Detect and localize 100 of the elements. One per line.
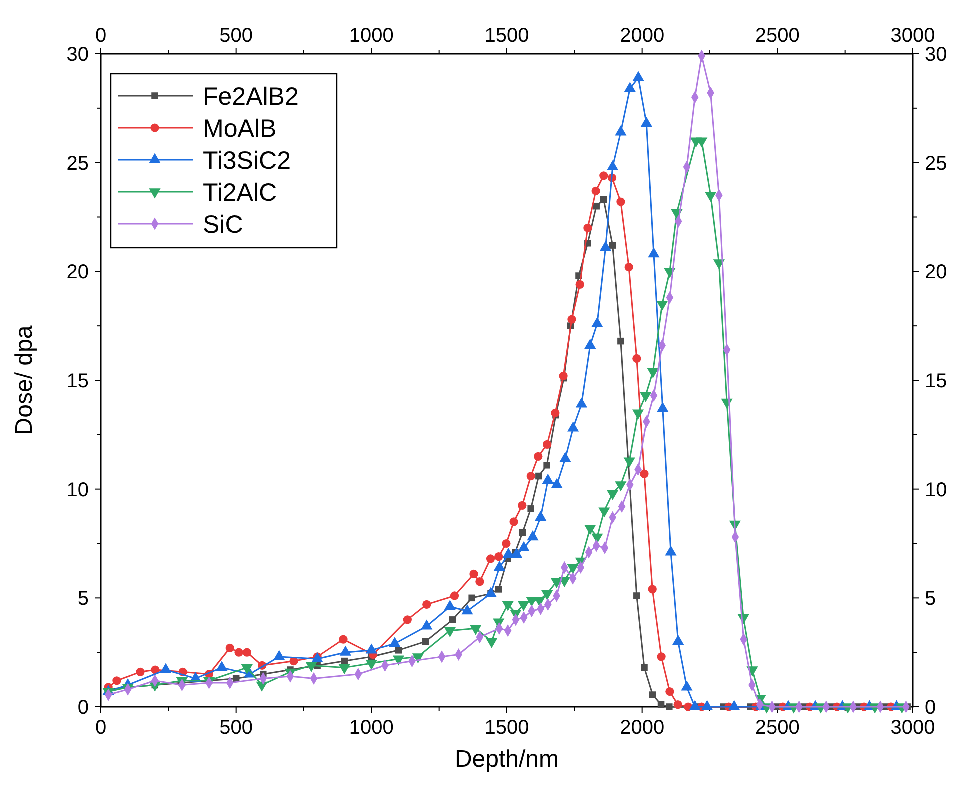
y-axis-title: Dose/ dpa	[11, 325, 38, 436]
point	[462, 604, 474, 615]
point	[657, 652, 666, 662]
point	[634, 592, 640, 600]
x2-tick-label: 1000	[349, 717, 394, 739]
point	[648, 585, 657, 594]
point	[640, 470, 649, 478]
y2-tick-label: 20	[925, 262, 948, 284]
x2-tick-label: 1500	[484, 717, 530, 739]
point	[672, 635, 684, 646]
point	[536, 472, 542, 480]
point	[632, 354, 642, 364]
x-tick-label: 500	[220, 25, 254, 47]
point	[518, 501, 527, 510]
point	[422, 638, 430, 646]
x-tick-label: 0	[95, 25, 107, 47]
point	[450, 592, 460, 600]
point	[600, 241, 612, 252]
x2-tick-label: 2000	[620, 717, 665, 739]
point	[494, 561, 506, 572]
point	[666, 687, 674, 696]
point	[607, 160, 619, 171]
y2-tick-label: 30	[925, 44, 948, 66]
point	[551, 408, 560, 418]
legend-label: Ti3SiC2	[203, 147, 291, 175]
point	[494, 552, 504, 562]
point	[470, 570, 478, 579]
point	[609, 242, 616, 249]
point	[449, 616, 456, 624]
point	[650, 692, 656, 698]
point	[592, 317, 604, 328]
point	[526, 472, 536, 481]
point	[112, 676, 122, 686]
point	[624, 263, 634, 272]
point	[510, 518, 518, 526]
point	[502, 539, 511, 548]
point	[544, 462, 550, 469]
point	[234, 648, 244, 657]
point	[226, 644, 234, 653]
y-tick-label: 5	[78, 588, 89, 610]
legend-label: Fe2AlB2	[203, 83, 299, 111]
x-tick-label: 1500	[484, 25, 530, 47]
x2-tick-label: 0	[95, 717, 107, 739]
point	[395, 647, 402, 654]
point	[495, 586, 502, 593]
point	[592, 186, 600, 196]
point	[600, 196, 608, 204]
point	[576, 398, 588, 408]
point	[486, 554, 496, 564]
point	[568, 422, 580, 432]
point	[584, 338, 596, 350]
y2-tick-label: 0	[925, 697, 936, 719]
y2-tick-label: 10	[925, 479, 948, 502]
point	[648, 248, 660, 258]
point	[674, 700, 682, 710]
point	[136, 668, 145, 676]
point	[593, 202, 600, 210]
x2-tick-label: 3000	[890, 717, 936, 739]
point	[519, 529, 526, 536]
point	[666, 704, 673, 710]
point	[468, 594, 476, 602]
point	[641, 664, 648, 672]
x-axis-title: Depth/nm	[454, 746, 560, 773]
x-tick-label: 1000	[349, 25, 394, 47]
point	[543, 440, 552, 450]
y2-tick-label: 25	[925, 152, 948, 175]
point	[151, 666, 160, 674]
point	[615, 126, 627, 136]
point	[534, 452, 543, 461]
point	[576, 280, 584, 290]
point	[485, 587, 497, 598]
y-tick-label: 0	[78, 697, 89, 719]
point	[640, 116, 652, 127]
point	[339, 635, 348, 644]
legend-label: MoAlB	[203, 115, 277, 143]
y2-tick-label: 5	[925, 588, 936, 610]
point	[584, 224, 592, 232]
y2-tick-label: 15	[925, 370, 948, 392]
y-tick-label: 15	[66, 370, 89, 392]
x-tick-label: 3000	[890, 25, 936, 47]
point	[528, 506, 534, 512]
y-tick-label: 25	[66, 152, 89, 175]
point	[422, 600, 432, 609]
point	[616, 198, 626, 206]
y-tick-label: 10	[66, 479, 89, 502]
point	[618, 338, 624, 345]
x-tick-label: 2500	[755, 25, 800, 47]
x2-tick-label: 500	[220, 717, 254, 739]
point	[242, 648, 252, 657]
point	[560, 452, 572, 462]
point	[657, 402, 669, 412]
point	[568, 315, 576, 324]
x2-tick-label: 2500	[755, 717, 800, 739]
point	[658, 701, 665, 708]
y-tick-label: 30	[66, 44, 89, 66]
x-tick-label: 2000	[620, 25, 665, 47]
point	[632, 71, 644, 82]
point	[559, 372, 568, 380]
point	[624, 82, 636, 92]
legend-label: SiC	[203, 211, 244, 239]
